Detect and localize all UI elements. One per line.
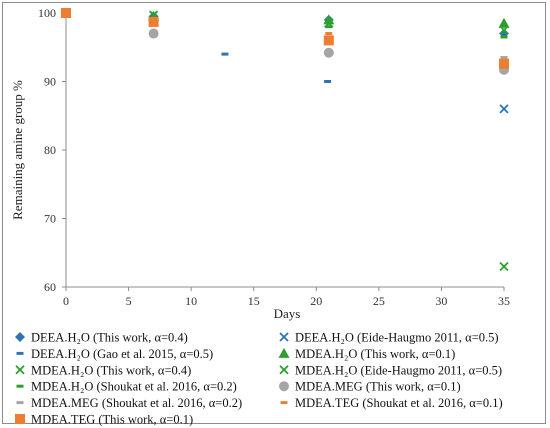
legend-item: DEEA.H₂O (Gao et al. 2015, α=0.5): [16, 347, 213, 361]
data-point: [325, 32, 333, 36]
legend-item: MDEA.TEG (Shoukat et al. 2016, α=0.1): [280, 396, 503, 410]
data-point: [148, 16, 159, 27]
axes: [65, 13, 504, 288]
data-point: [323, 47, 334, 58]
data-point: [148, 28, 159, 39]
data-point: [323, 14, 335, 25]
x-ticks: 0 5 10 15 20 25 30 35: [63, 287, 510, 308]
legend-item: DEEA.H₂O (Eide-Haugmo 2011, α=0.5): [279, 331, 499, 345]
legend-marker: [16, 351, 24, 355]
data-point: [61, 8, 71, 18]
data-points: [60, 7, 510, 272]
y-tick-label: 90: [44, 75, 56, 89]
y-ticks: 60 70 80 90 100: [38, 6, 66, 294]
data-point: [221, 52, 229, 56]
legend-marker: [15, 365, 25, 375]
data-point: [499, 104, 509, 114]
x-axis-label: Days: [274, 306, 301, 321]
legend-label: DEEA.H₂O (Eide-Haugmo 2011, α=0.5): [295, 331, 499, 345]
data-point: [499, 261, 509, 272]
legend-label: MDEA.MEG (Shoukat et al. 2016, α=0.2): [31, 396, 242, 410]
data-point: [323, 35, 334, 46]
legend-marker: [279, 332, 289, 342]
x-tick-label: 30: [435, 294, 447, 308]
legend-label: MDEA.H₂O (This work, α=0.4): [31, 363, 191, 377]
chart-frame: [2, 2, 546, 424]
legend-item: MDEA.H₂O (This work, α=0.1): [278, 347, 455, 361]
legend: DEEA.H₂O (This work, α=0.4) DEEA.H₂O (Eid…: [15, 331, 503, 427]
legend-marker: [15, 414, 25, 424]
y-axis-label: Remaining amine group %: [10, 80, 25, 220]
y-tick-label: 100: [38, 6, 56, 20]
legend-item: DEEA.H₂O (This work, α=0.4): [15, 331, 188, 345]
legend-item: MDEA.MEG (This work, α=0.1): [279, 380, 461, 394]
legend-label: MDEA.TEG (This work, α=0.1): [31, 413, 193, 427]
legend-label: DEEA.H₂O (This work, α=0.4): [31, 331, 188, 345]
legend-marker: [16, 384, 24, 388]
legend-item: MDEA.H₂O (Eide-Haugmo 2011, α=0.5): [279, 363, 502, 377]
x-tick-label: 10: [185, 294, 197, 308]
data-point: [500, 35, 508, 39]
x-tick-label: 25: [373, 294, 385, 308]
y-tick-label: 70: [44, 212, 56, 226]
legend-label: DEEA.H₂O (Gao et al. 2015, α=0.5): [31, 347, 213, 361]
legend-marker: [279, 365, 289, 375]
legend-marker: [279, 381, 289, 392]
x-tick-label: 35: [498, 294, 510, 308]
y-tick-label: 60: [44, 280, 56, 294]
legend-marker: [15, 332, 25, 342]
x-tick-label: 5: [126, 294, 132, 308]
data-point: [324, 80, 332, 83]
x-tick-label: 0: [63, 294, 69, 308]
legend-label: MDEA.H₂O (Shoukat et al. 2016, α=0.2): [31, 380, 237, 394]
legend-label: MDEA.MEG (This work, α=0.1): [295, 380, 461, 394]
legend-marker: [280, 401, 288, 405]
legend-marker: [16, 401, 24, 405]
x-tick-label: 15: [248, 294, 260, 308]
legend-item: MDEA.H₂O (Shoukat et al. 2016, α=0.2): [16, 380, 237, 394]
legend-label: MDEA.H₂O (Eide-Haugmo 2011, α=0.5): [295, 363, 502, 377]
data-point: [500, 56, 508, 60]
y-tick-label: 80: [44, 143, 56, 157]
legend-label: MDEA.TEG (Shoukat et al. 2016, α=0.1): [295, 396, 503, 410]
legend-marker: [278, 347, 290, 358]
data-point: [499, 58, 509, 69]
legend-item: MDEA.TEG (This work, α=0.1): [15, 413, 193, 427]
legend-item: MDEA.H₂O (This work, α=0.4): [15, 363, 191, 377]
data-point: [498, 17, 510, 28]
legend-item: MDEA.MEG (Shoukat et al. 2016, α=0.2): [16, 396, 242, 410]
data-point: [325, 25, 333, 29]
x-tick-label: 20: [310, 294, 322, 308]
legend-label: MDEA.H₂O (This work, α=0.1): [295, 347, 455, 361]
